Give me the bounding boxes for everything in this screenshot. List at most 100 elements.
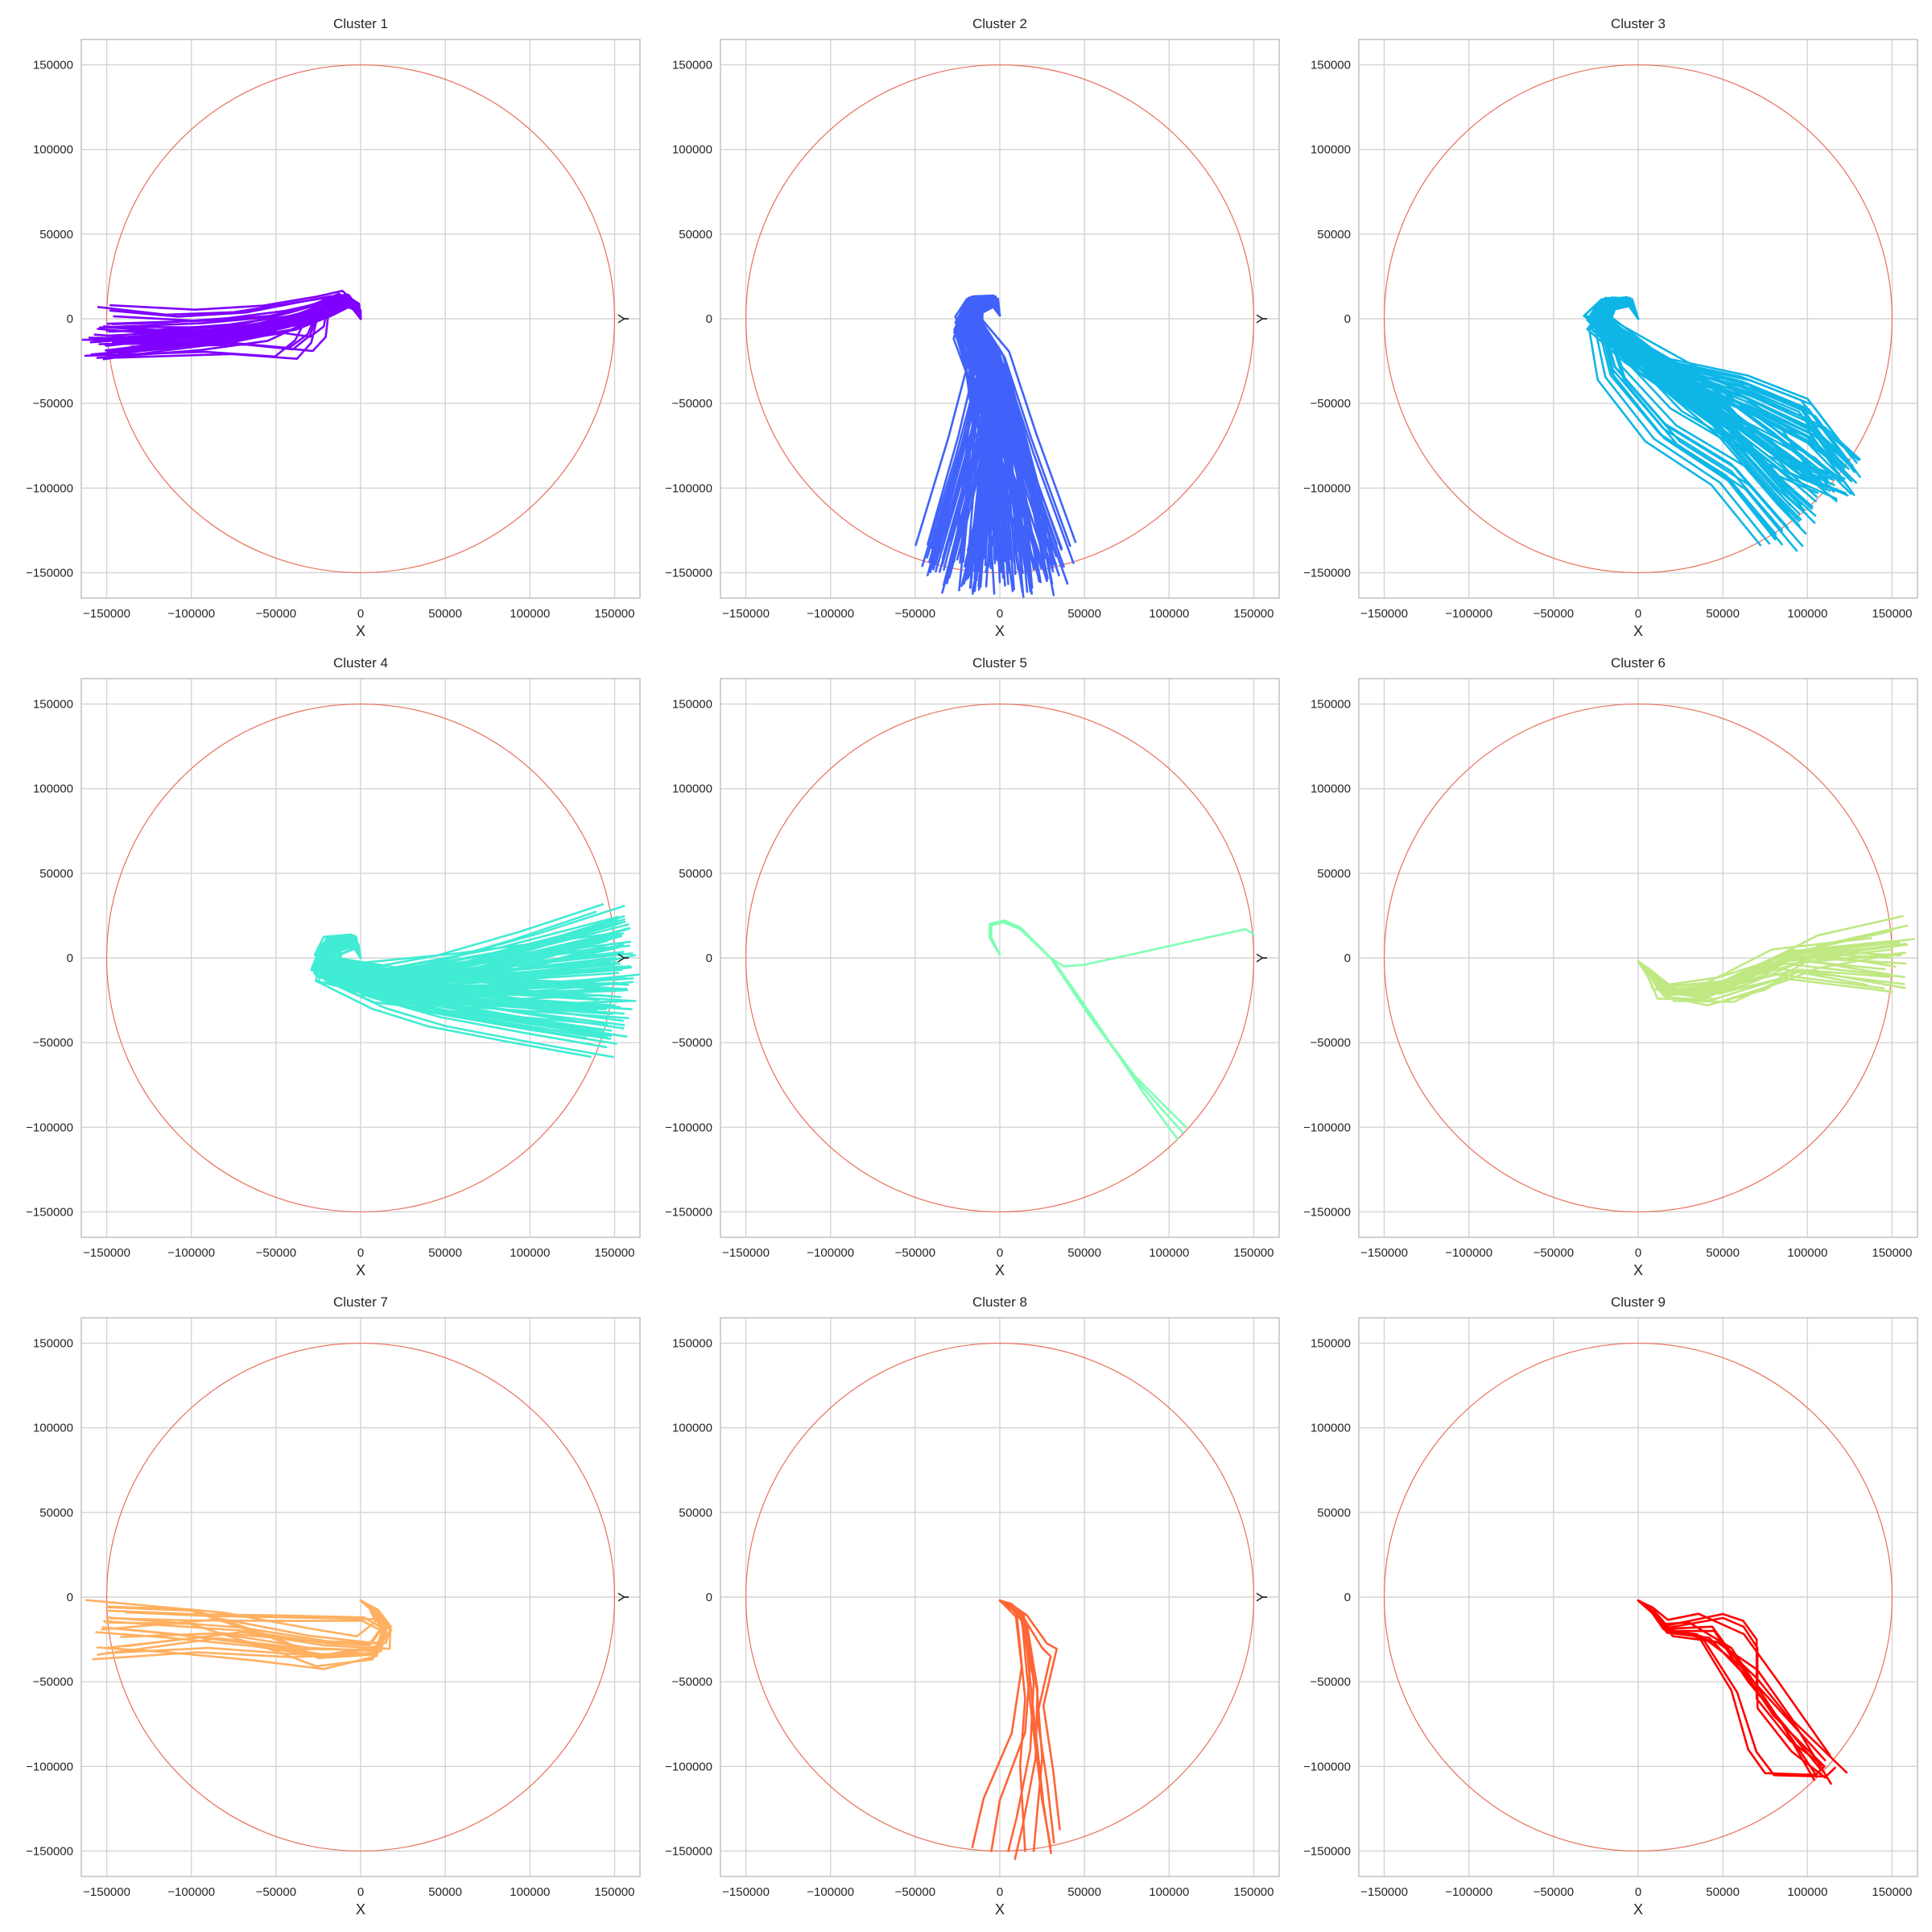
trajectory-line: [328, 941, 625, 994]
x-tick-label: 150000: [594, 607, 634, 621]
subplot-cluster-9: −150000 −100000 −50000 0 50000 100000 150000 −1…: [1254, 1294, 1918, 1918]
subplot-cluster-7: −150000 −100000 −50000 0 50000 100000 150000 −1…: [26, 1294, 641, 1918]
trajectory-line: [1637, 1599, 1832, 1785]
x-tick-label: −150000: [83, 1246, 130, 1260]
y-tick-label: −150000: [26, 1844, 73, 1858]
boundary-circle: [745, 703, 1255, 1213]
axes-frame: [80, 1317, 641, 1877]
x-tick-label: 150000: [1872, 607, 1912, 621]
y-tick-label: 150000: [1311, 1337, 1351, 1351]
x-tick-label: 0: [357, 1246, 364, 1260]
y-tick-label: 0: [1344, 312, 1351, 326]
y-tick-label: −50000: [672, 397, 712, 411]
trajectory-line: [326, 935, 632, 971]
y-tick-label: 100000: [33, 143, 73, 157]
x-tick-label: −50000: [1534, 1246, 1574, 1260]
subplot-cluster-6: −150000 −100000 −50000 0 50000 100000 150000 −1…: [1254, 655, 1918, 1278]
y-tick-label: 0: [1344, 1591, 1351, 1604]
y-tick-label: −50000: [672, 1036, 712, 1050]
trajectory-line: [120, 1599, 392, 1645]
y-tick-label: 50000: [39, 228, 73, 242]
y-axis-label: Y: [616, 314, 632, 324]
subplot-title: Cluster 8: [972, 1294, 1027, 1310]
y-tick-label: −50000: [672, 1675, 712, 1689]
x-tick-label: −50000: [256, 1246, 296, 1260]
axes-frame: [720, 39, 1280, 599]
trajectory-bundle: [971, 1599, 1061, 1860]
x-tick-label: 50000: [1706, 1885, 1740, 1899]
x-axis-label: X: [356, 1901, 365, 1918]
y-tick-label: 100000: [33, 782, 73, 796]
y-tick-label: −150000: [1303, 566, 1351, 580]
x-tick-label: 50000: [428, 607, 462, 621]
subplot-title: Cluster 1: [333, 16, 388, 31]
x-tick-label: −50000: [1534, 1885, 1574, 1899]
y-tick-label: 0: [706, 952, 712, 965]
x-tick-label: 0: [357, 1885, 364, 1899]
boundary-circle: [1383, 1342, 1893, 1852]
y-tick-label: 150000: [33, 59, 73, 72]
y-tick-label: 0: [67, 1591, 73, 1604]
x-tick-label: −150000: [1360, 1885, 1408, 1899]
y-tick-label: −150000: [1303, 1205, 1351, 1219]
subplot-cluster-5: −150000 −100000 −50000 0 50000 100000 150000 −1…: [616, 655, 1280, 1278]
x-tick-label: 50000: [1706, 1246, 1740, 1260]
x-tick-label: −50000: [895, 1246, 935, 1260]
trajectory-line: [97, 1599, 387, 1656]
x-tick-label: 0: [1635, 1885, 1641, 1899]
x-tick-label: −50000: [895, 607, 935, 621]
y-tick-label: −100000: [665, 481, 712, 495]
x-tick-label: −150000: [1360, 1246, 1408, 1260]
y-tick-label: 150000: [33, 1337, 73, 1351]
x-tick-label: 50000: [1706, 607, 1740, 621]
y-tick-label: −100000: [1303, 1760, 1351, 1773]
y-axis-label: Y: [1254, 314, 1270, 324]
subplot-title: Cluster 5: [972, 655, 1027, 671]
y-tick-label: 150000: [672, 698, 712, 712]
x-tick-label: −100000: [1445, 607, 1492, 621]
y-tick-label: 50000: [679, 228, 712, 242]
trajectory-bundle: [914, 294, 1077, 598]
x-tick-label: −100000: [1445, 1246, 1492, 1260]
trajectory-bundle: [1637, 914, 1916, 1007]
trajectory-line: [998, 1599, 1039, 1860]
x-tick-label: 100000: [1787, 1885, 1827, 1899]
x-tick-label: 150000: [1872, 1885, 1912, 1899]
y-tick-label: 150000: [1311, 698, 1351, 712]
x-tick-label: 100000: [1787, 607, 1827, 621]
y-axis-label: Y: [1254, 953, 1270, 963]
x-tick-label: −150000: [83, 607, 130, 621]
y-tick-label: 100000: [672, 1422, 712, 1435]
x-axis-label: X: [995, 623, 1005, 639]
y-axis-label: Y: [1254, 1592, 1270, 1602]
y-tick-label: −150000: [665, 1844, 712, 1858]
trajectory-bundle: [81, 289, 362, 361]
x-axis-label: X: [1633, 1262, 1643, 1278]
axes-frame: [80, 39, 641, 599]
x-tick-label: −100000: [167, 1246, 215, 1260]
x-tick-label: 100000: [1149, 1885, 1189, 1899]
subplot-cluster-8: −150000 −100000 −50000 0 50000 100000 150000 −1…: [616, 1294, 1280, 1918]
y-tick-label: 150000: [1311, 59, 1351, 72]
x-tick-label: −150000: [1360, 607, 1408, 621]
y-axis-label: Y: [616, 953, 632, 963]
y-tick-label: −150000: [1303, 1844, 1351, 1858]
axes-frame: [80, 678, 641, 1238]
subplot-title: Cluster 9: [1611, 1294, 1666, 1310]
x-tick-label: 100000: [1787, 1246, 1827, 1260]
boundary-circle: [1383, 64, 1893, 574]
trajectory-line: [960, 303, 1041, 583]
y-tick-label: 50000: [1317, 1506, 1351, 1520]
y-tick-label: 50000: [1317, 228, 1351, 242]
boundary-circle: [105, 1342, 616, 1852]
y-tick-label: 100000: [1311, 143, 1351, 157]
x-tick-label: 0: [357, 607, 364, 621]
y-tick-label: −150000: [665, 566, 712, 580]
x-axis-label: X: [995, 1262, 1005, 1278]
trajectory-line: [1604, 300, 1858, 464]
x-tick-label: −100000: [807, 1246, 854, 1260]
y-tick-label: 0: [1344, 952, 1351, 965]
x-tick-label: 100000: [510, 1885, 550, 1899]
x-tick-label: 100000: [510, 607, 550, 621]
y-tick-label: −100000: [26, 481, 73, 495]
